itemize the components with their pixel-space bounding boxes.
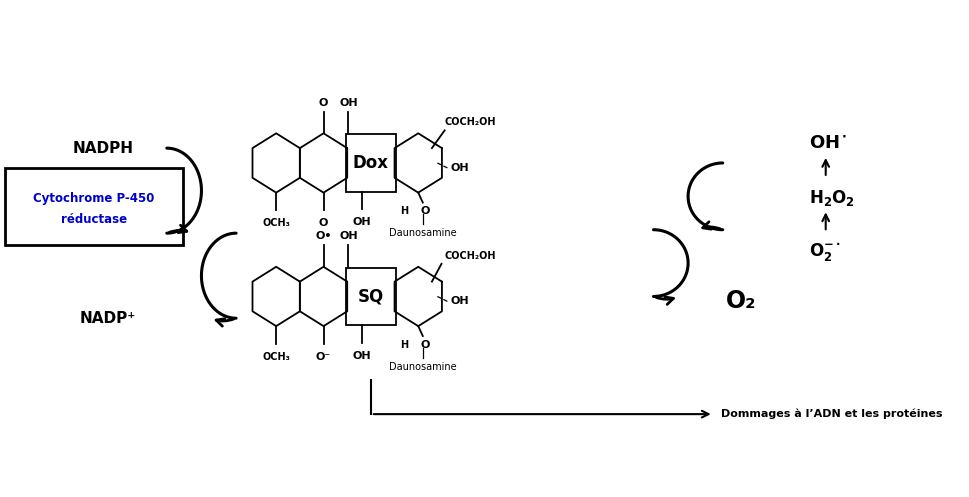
Text: OCH₃: OCH₃ — [262, 218, 290, 228]
Text: O: O — [319, 97, 328, 107]
Text: $\mathbf{O_2^{-\bullet}}$: $\mathbf{O_2^{-\bullet}}$ — [808, 241, 840, 263]
Text: OH: OH — [339, 231, 358, 241]
Text: O: O — [421, 340, 430, 350]
Text: O₂: O₂ — [725, 289, 756, 314]
Text: COCH₂OH: COCH₂OH — [444, 117, 496, 127]
Text: OH: OH — [352, 217, 371, 227]
Text: réductase: réductase — [61, 213, 127, 226]
Text: Dommages à l’ADN et les protéines: Dommages à l’ADN et les protéines — [720, 409, 942, 419]
Text: Dox: Dox — [353, 154, 389, 172]
Text: OH: OH — [352, 351, 371, 361]
Text: OH: OH — [450, 163, 468, 173]
Text: O: O — [319, 218, 328, 228]
Text: OCH₃: OCH₃ — [262, 352, 290, 362]
Text: H: H — [400, 340, 408, 350]
Text: O•: O• — [315, 231, 331, 241]
Text: Cytochrome P-450: Cytochrome P-450 — [33, 192, 154, 205]
Text: Daunosamine: Daunosamine — [389, 362, 456, 372]
Text: O: O — [421, 206, 430, 217]
Text: Daunosamine: Daunosamine — [389, 228, 456, 238]
FancyBboxPatch shape — [5, 168, 183, 245]
Text: NADP⁺: NADP⁺ — [79, 311, 136, 326]
Text: COCH₂OH: COCH₂OH — [444, 251, 496, 261]
Text: $\mathbf{OH^\bullet}$: $\mathbf{OH^\bullet}$ — [808, 134, 847, 152]
Text: H: H — [400, 206, 408, 217]
Text: OH: OH — [339, 97, 358, 107]
Text: NADPH: NADPH — [73, 141, 134, 156]
Text: SQ: SQ — [358, 287, 384, 306]
Text: O⁻: O⁻ — [316, 352, 330, 362]
Text: OH: OH — [450, 296, 468, 307]
Text: $\mathbf{H_2O_2}$: $\mathbf{H_2O_2}$ — [808, 187, 855, 208]
